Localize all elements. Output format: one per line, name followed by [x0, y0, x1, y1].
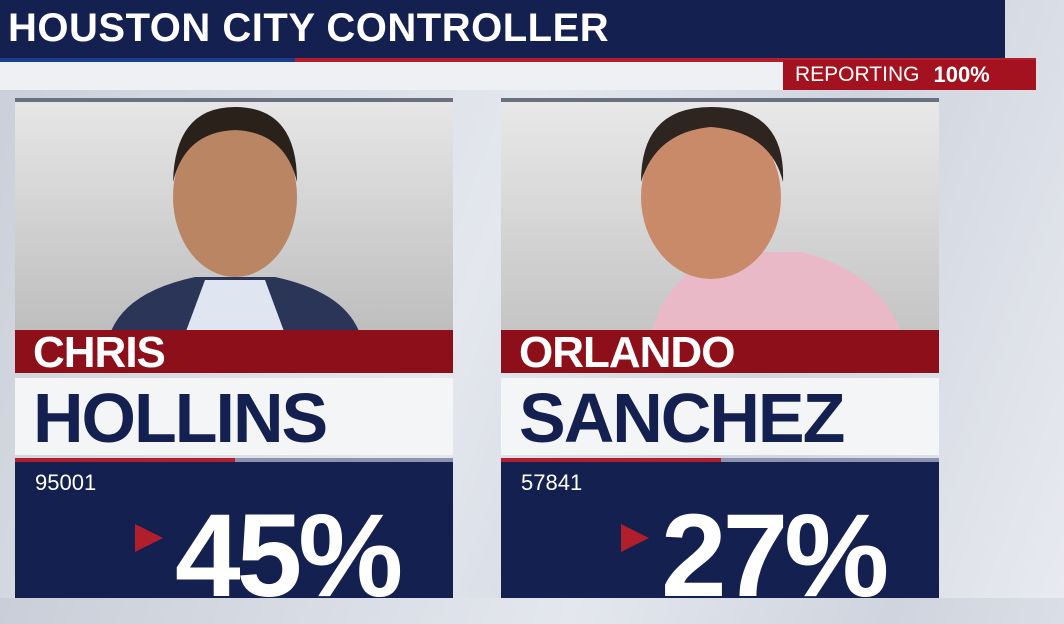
last-name: SANCHEZ — [501, 378, 939, 457]
candidate-panel: CHRIS HOLLINS 95001 45% — [15, 98, 453, 622]
percent: 45% — [175, 490, 403, 622]
votes: 57841 — [521, 470, 583, 495]
first-name: ORLANDO — [501, 330, 939, 376]
percent: 27% — [661, 490, 889, 622]
page: HOUSTON CITY CONTROLLER REPORTING 100% C… — [0, 0, 1064, 598]
title: HOUSTON CITY CONTROLLER — [8, 6, 610, 50]
strip-accent — [295, 58, 1036, 62]
candidate-photo — [501, 98, 939, 330]
title-bar: HOUSTON CITY CONTROLLER — [0, 0, 1005, 58]
accent — [15, 458, 235, 462]
accent — [721, 458, 939, 462]
result-box: 95001 45% — [15, 458, 453, 622]
result-box: 57841 27% — [501, 458, 939, 622]
head — [641, 115, 781, 279]
reporting-label: REPORTING — [795, 63, 920, 86]
candidate-panel: ORLANDO SANCHEZ 57841 27% — [501, 98, 939, 622]
reporting-value: 100% — [933, 62, 990, 87]
arrow — [621, 524, 649, 552]
candidate-photo — [15, 98, 453, 330]
first-name: CHRIS — [15, 330, 453, 376]
hair — [641, 107, 784, 182]
reporting-box: REPORTING 100% — [783, 60, 1036, 90]
votes: 95001 — [35, 470, 97, 495]
last-name: HOLLINS — [15, 378, 453, 457]
accent — [235, 458, 453, 462]
hair — [173, 107, 297, 182]
arrow — [135, 524, 163, 552]
head — [173, 117, 297, 277]
shirt — [186, 280, 284, 330]
accent — [501, 458, 721, 462]
